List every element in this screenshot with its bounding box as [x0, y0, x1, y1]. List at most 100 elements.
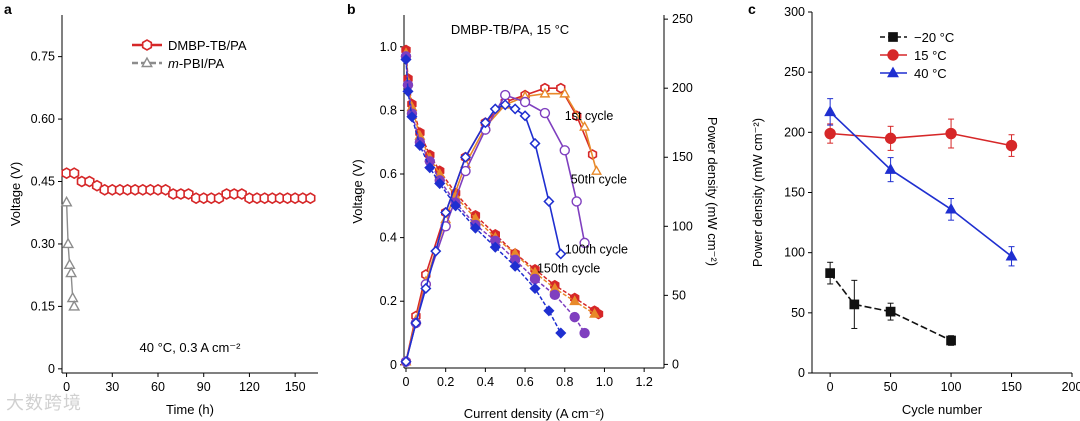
cycle-annotation-4: 150th cycle: [537, 262, 600, 276]
voltage-point-cycle-2: [589, 308, 601, 318]
voltage-point-cycle-4: [406, 111, 418, 123]
chart-title-b: DMBP-TB/PA, 15 °C: [451, 22, 569, 37]
data-point-p40: [884, 163, 897, 174]
data-point-dmbp: [160, 183, 171, 196]
panel-letter-a: a: [4, 1, 12, 17]
voltage-point-cycle-4: [529, 282, 541, 295]
power-line-cycle-4: [405, 103, 562, 362]
series-line-p40: [829, 111, 1012, 257]
cycle-annotation-3: 100th cycle: [565, 243, 628, 257]
power-point-cycle-4: [400, 356, 412, 368]
y2-tick-label-b: 100: [672, 219, 693, 233]
x-axis-label-a: Time (h): [166, 402, 214, 417]
data-point-mpbi: [68, 299, 81, 311]
power-point-cycle-4: [529, 137, 541, 149]
power-line-cycle-2: [405, 92, 598, 362]
y-tick-label-c: 150: [784, 186, 805, 200]
legend-label-p40: 40 °C: [914, 66, 947, 81]
power-point-cycle-4: [430, 245, 442, 257]
x-tick-label-a: 30: [105, 380, 119, 394]
power-point-cycle-3: [500, 89, 511, 101]
x-tick-label-a: 60: [151, 380, 165, 394]
y-tick-label-a: 0.15: [31, 299, 55, 313]
y-tick-label-b: 0: [390, 358, 397, 372]
data-point-m20: [825, 268, 835, 278]
legend-marker-p40: [887, 66, 899, 78]
y-tick-label-b: 0.8: [380, 103, 397, 117]
series-line-m20: [829, 272, 952, 342]
data-point-dmbp: [69, 167, 80, 180]
power-point-cycle-3: [579, 237, 590, 249]
voltage-point-cycle-3: [549, 289, 561, 301]
cycle-annotation-2: 50th cycle: [571, 173, 627, 187]
data-point-dmbp: [305, 192, 316, 205]
legend-marker-dmbp: [141, 39, 153, 51]
power-point-cycle-4: [509, 103, 521, 115]
y-tick-label-a: 0.30: [31, 237, 55, 251]
voltage-point-cycle-4: [424, 162, 436, 174]
y-axis-label-c: Power density (mW cm⁻²): [750, 118, 765, 267]
y-tick-label-b: 0.4: [380, 231, 397, 245]
legend-label-mpbi: m-PBI/PA: [168, 56, 224, 71]
cycle-annotation-1: 1st cycle: [565, 109, 614, 123]
y-tick-label-a: 0.60: [31, 112, 55, 126]
y-tick-label-b: 0.6: [380, 167, 397, 181]
x-tick-label-b: 0.8: [556, 375, 573, 389]
x-axis-label-b: Current density (A cm⁻²): [464, 406, 605, 421]
power-point-cycle-3: [571, 196, 582, 207]
y-tick-label-c: 250: [784, 65, 805, 79]
y2-axis-label-b: Power density (mW cm⁻²): [705, 117, 720, 266]
y-tick-label-c: 100: [784, 246, 805, 260]
x-tick-label-a: 90: [197, 380, 211, 394]
data-point-p15: [945, 127, 957, 140]
data-point-p15: [824, 127, 836, 140]
y-tick-label-c: 50: [791, 306, 805, 320]
voltage-point-cycle-4: [469, 222, 482, 234]
voltage-point-cycle-4: [400, 53, 412, 66]
y-tick-label-a: 0.45: [31, 175, 55, 189]
power-point-cycle-4: [459, 151, 472, 163]
x-tick-label-b: 0.2: [437, 375, 454, 389]
power-point-cycle-1: [556, 82, 566, 94]
voltage-point-cycle-2: [569, 295, 581, 306]
voltage-point-cycle-3: [529, 273, 541, 285]
y-tick-label-b: 0.2: [380, 294, 397, 308]
power-point-cycle-4: [420, 282, 432, 295]
data-point-p40: [824, 105, 837, 117]
voltage-point-cycle-4: [402, 85, 414, 97]
data-point-m20: [946, 335, 956, 346]
data-point-mpbi: [63, 258, 76, 269]
power-point-cycle-4: [410, 317, 422, 329]
x-tick-label-c: 0: [827, 380, 834, 394]
y-tick-label-a: 0.75: [31, 50, 55, 64]
legend-label-m20: −20 °C: [914, 30, 954, 45]
y-tick-label-b: 1.0: [380, 40, 397, 54]
x-tick-label-b: 1.0: [596, 375, 613, 389]
power-point-cycle-4: [479, 117, 491, 129]
power-point-cycle-4: [555, 248, 567, 260]
y-tick-label-c: 200: [784, 125, 805, 139]
power-point-cycle-4: [543, 195, 555, 208]
data-point-p15: [1005, 139, 1018, 152]
voltage-point-cycle-4: [489, 241, 501, 253]
voltage-point-cycle-4: [434, 177, 446, 190]
power-point-cycle-2: [579, 120, 591, 131]
annotation-a: 40 °C, 0.3 A cm⁻²: [140, 340, 242, 355]
data-point-mpbi: [66, 291, 79, 303]
voltage-line-cycle-1: [405, 49, 599, 315]
x-tick-label-a: 150: [285, 380, 306, 394]
panel-letter-c: c: [748, 1, 756, 17]
legend-label-p15: 15 °C: [914, 48, 947, 63]
voltage-point-cycle-4: [509, 260, 521, 272]
power-point-cycle-4: [489, 103, 501, 115]
y2-tick-label-b: 50: [672, 288, 686, 302]
power-line-cycle-3: [405, 94, 586, 362]
x-axis-label-c: Cycle number: [902, 402, 983, 417]
power-point-cycle-2: [559, 87, 571, 98]
power-point-cycle-3: [559, 145, 570, 156]
voltage-line-cycle-4: [405, 59, 562, 334]
voltage-point-cycle-4: [555, 327, 567, 339]
data-point-p40: [1005, 249, 1018, 261]
x-tick-label-a: 0: [63, 380, 70, 394]
